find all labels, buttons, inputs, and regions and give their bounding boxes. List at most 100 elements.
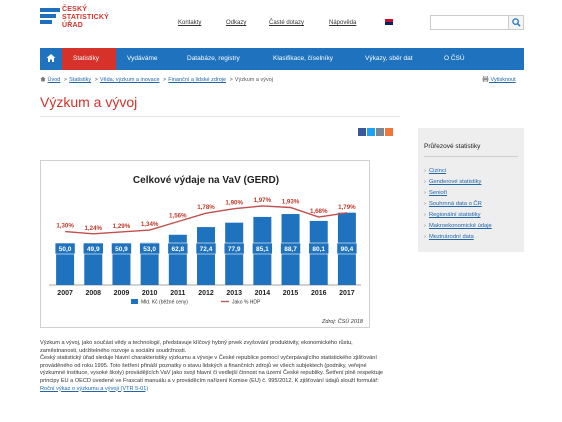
bar-label-box	[308, 242, 330, 255]
link-caste-dotazy[interactable]: Časté dotazy	[269, 20, 305, 26]
english-flag-icon[interactable]	[385, 19, 393, 25]
sidebar-item-seniori[interactable]: › Senioři	[424, 190, 447, 196]
x-tick-label: 2012	[198, 290, 214, 297]
print-label: Vytisknout	[490, 77, 516, 83]
x-tick-label: 2011	[170, 290, 185, 297]
sidebar-box	[418, 128, 524, 252]
body-paragraph: Výzkum a vývoj, jako součást vědy a tech…	[40, 340, 353, 354]
sidebar-item-cizinci[interactable]: › Cizinci	[424, 168, 447, 174]
nav-item-o-csu[interactable]: O ČSÚ	[444, 55, 465, 62]
breadcrumb-current: Výzkum a vývoj	[234, 77, 274, 83]
legend-bar-swatch	[131, 299, 138, 304]
sidebar-item-label: Regionální statistiky	[428, 212, 481, 218]
sidebar-title: Průřezové statistiky	[424, 143, 481, 150]
home-button[interactable]	[40, 48, 62, 70]
logo-line: STATISTICKÝ	[62, 14, 110, 21]
breadcrumb-link[interactable]: Věda, výzkum a inovace	[99, 77, 160, 83]
line-value-label: 1,78%	[197, 204, 215, 211]
bar-value-label: 50,0	[59, 246, 72, 253]
bar-value-label: 90,4	[341, 246, 354, 253]
nav-item-vydavame[interactable]: Vydáváme	[127, 55, 158, 62]
chart-bar	[168, 234, 187, 285]
breadcrumb-link[interactable]: Finanční a lidské zdroje	[168, 77, 227, 83]
breadcrumb-link[interactable]: Úvod	[47, 77, 61, 83]
sidebar-item-label: Senioři	[428, 190, 447, 196]
search-icon	[512, 18, 521, 27]
sidebar-divider	[424, 156, 518, 157]
bar-label-box	[167, 242, 189, 255]
chart-bar	[197, 227, 215, 285]
email-icon[interactable]	[376, 128, 384, 136]
sidebar-item-souhrnna-data[interactable]: › Souhrnná data o ČR	[424, 201, 482, 207]
twitter-icon[interactable]	[367, 128, 375, 136]
link-kontakty[interactable]: Kontakty	[178, 20, 202, 26]
line-value-label: 1,97%	[254, 197, 272, 204]
bar-label-box	[280, 242, 301, 255]
bar-label-box	[82, 242, 104, 255]
sidebar-item-label: Cizinci	[428, 168, 447, 174]
search-input[interactable]	[430, 15, 510, 30]
x-tick-label: 2009	[114, 290, 130, 297]
bar-label-box	[139, 242, 160, 255]
link-odkazy[interactable]: Odkazy	[226, 20, 247, 26]
x-tick-label: 2017	[339, 290, 355, 297]
bar-value-label: 53,0	[143, 246, 156, 253]
body-text: Výzkum a vývoj, jako součást vědy a tech…	[40, 340, 390, 393]
sidebar-item-label: Souhrnná data o ČR	[428, 201, 482, 207]
line-value-label: 1,79%	[338, 204, 356, 211]
chart-bar	[112, 244, 131, 285]
more-share-icon[interactable]	[385, 128, 393, 136]
body-paragraph-text: Český statistický úřad sleduje hlavní ch…	[40, 355, 384, 384]
sidebar-item-regionalni[interactable]: › Regionální statistiky	[424, 212, 481, 218]
nav-item-vykazy[interactable]: Výkazy, sběr dat	[365, 55, 413, 62]
csu-logo[interactable]: ČESKÝ STATISTICKÝ ÚŘAD	[40, 4, 120, 36]
bar-label-box	[54, 242, 76, 255]
chart-frame: Celkové výdaje na VaV (GERD) 50,0 49,9 50,…	[40, 160, 370, 328]
bar-label-box	[111, 242, 132, 255]
chart-bar	[56, 245, 75, 285]
bar-value-label: 50,9	[115, 246, 128, 253]
gerd-chart: Celkové výdaje na VaV (GERD) 50,0 49,9 50,…	[49, 175, 364, 325]
bar-value-label: 85,1	[256, 246, 269, 253]
form-link[interactable]: Roční výkaz o výzkumu a vývoji (VTR 5-01…	[40, 385, 149, 392]
breadcrumb-link[interactable]: Statistiky	[69, 77, 92, 83]
logo-mark	[40, 8, 60, 26]
page-title: Výzkum a vývoj	[40, 94, 138, 110]
chart-source: Zdroj: ČSÚ 2018	[321, 318, 364, 325]
sidebar-item-genderove[interactable]: › Genderové statistiky	[424, 179, 482, 185]
bar-value-label: 49,9	[87, 246, 100, 253]
x-tick-label: 2013	[226, 290, 242, 297]
chart-legend: Mld. Kč (běžné ceny) Jako % HDP	[131, 299, 261, 306]
line-value-label: 1,34%	[141, 221, 159, 228]
main-nav: Statistiky Vydáváme Databáze, registry K…	[40, 48, 524, 70]
chart-bar	[84, 245, 103, 285]
nav-item-statistiky[interactable]: Statistiky	[62, 48, 116, 70]
bar-value-label: 77,9	[228, 246, 241, 253]
x-tick-label: 2016	[311, 290, 327, 297]
line-value-label: 1,29%	[113, 223, 131, 230]
logo-line: ČESKÝ	[62, 6, 88, 13]
print-link[interactable]: Vytisknout	[482, 75, 516, 83]
legend-label: Jako % HDP	[232, 300, 261, 306]
sidebar-item-label: Makroekonomické údaje	[428, 223, 492, 229]
breadcrumb: Úvod > Statistiky > Věda, výzkum a inovace…	[40, 76, 275, 83]
legend-label: Mld. Kč (běžné ceny)	[141, 300, 188, 306]
line-value-label: 1,90%	[225, 200, 243, 207]
nav-item-klasifikace[interactable]: Klasifikace, číselníky	[273, 55, 333, 62]
sidebar-item-makroekonomicke[interactable]: › Makroekonomické údaje	[424, 223, 492, 229]
link-napoveda[interactable]: Nápověda	[329, 20, 357, 26]
x-tick-label: 2007	[57, 290, 73, 297]
bar-value-label: 80,1	[312, 246, 325, 253]
logo-line: ÚŘAD	[62, 22, 84, 29]
x-tick-label: 2014	[255, 290, 271, 297]
home-icon	[46, 54, 56, 62]
bar-value-label: 88,7	[284, 246, 297, 253]
logo-text: ČESKÝ STATISTICKÝ ÚŘAD	[62, 6, 109, 30]
line-value-label: 1,68%	[310, 208, 328, 215]
facebook-icon[interactable]	[358, 128, 366, 136]
search-button[interactable]	[508, 15, 524, 30]
x-tick-label: 2015	[283, 290, 299, 297]
nav-item-databaze[interactable]: Databáze, registry	[187, 55, 240, 62]
sidebar-item-mezinarodni[interactable]: › Mezinárodní data	[424, 234, 474, 240]
chart-line	[65, 205, 348, 235]
